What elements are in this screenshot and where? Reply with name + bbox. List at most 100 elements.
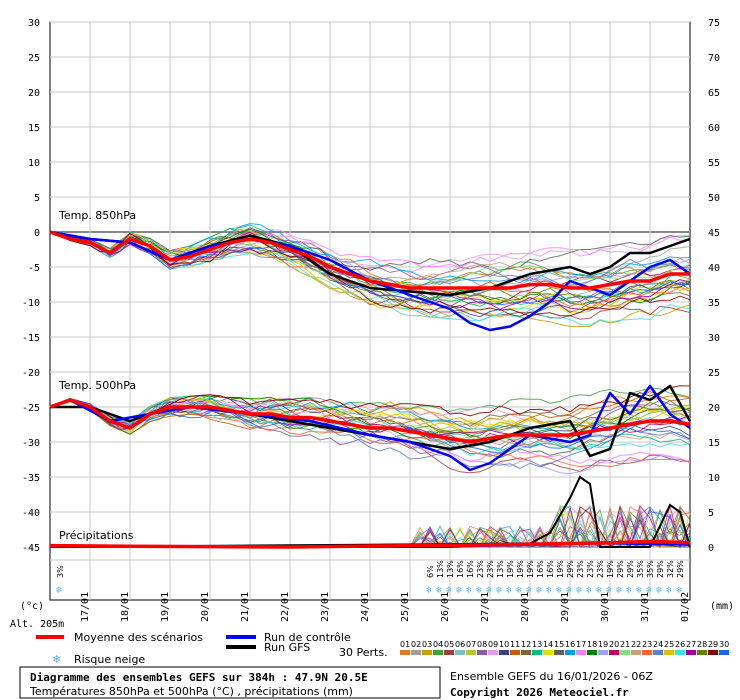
pert-swatch-04 xyxy=(433,650,443,655)
snow-risk-pct: 19% xyxy=(526,560,535,578)
snow-risk-pct: 32% xyxy=(666,560,675,578)
pert-number-01: 01 xyxy=(400,640,410,649)
footer-title: Diagramme des ensembles GEFS sur 384h : … xyxy=(30,671,368,684)
pert-swatch-24 xyxy=(653,650,663,655)
snowflake-icon: ❄ xyxy=(566,585,573,596)
footer-subtitle: Températures 850hPa et 500hPa (°C) , pré… xyxy=(29,685,353,698)
left-tick-label: 5 xyxy=(34,193,40,204)
snow-risk-pct: 6% xyxy=(426,565,435,578)
snow-risk-pct: 35% xyxy=(646,560,655,578)
date-ticks: 17/01 18/01 19/01 20/01 21/01 22/01 23/01 24/01… xyxy=(80,592,691,622)
snowflake-icon: ❄ xyxy=(466,585,473,596)
right-tick-label: 65 xyxy=(708,88,720,99)
pert-number-21: 21 xyxy=(620,640,630,649)
snow-risk-pct: 16% xyxy=(466,560,475,578)
snowflake-icon: ❄ xyxy=(676,585,683,596)
pert-number-16: 16 xyxy=(565,640,575,649)
pert-swatch-03 xyxy=(422,650,432,655)
snow-risk-pct: 19% xyxy=(506,560,515,578)
pert-number-29: 29 xyxy=(708,640,718,649)
pert-number-19: 19 xyxy=(598,640,608,649)
left-unit: (°c) xyxy=(20,601,44,612)
snow-risk-pct: 19% xyxy=(516,560,525,578)
main-series xyxy=(49,230,692,549)
pert-legend: 01 02 03 04 05 06 07 08 09 10 11 12 13 14 15 16 17 18 19 20… xyxy=(400,640,729,655)
footer-run: Ensemble GEFS du 16/01/2026 - 06Z xyxy=(450,670,653,683)
pert-number-18: 18 xyxy=(587,640,597,649)
right-unit: (mm) xyxy=(710,601,734,612)
left-tick-label: -30 xyxy=(22,438,40,449)
legend-snow-label: Risque neige xyxy=(74,653,145,666)
date-tick-label: 23/01 xyxy=(320,592,331,622)
pert-number-20: 20 xyxy=(609,640,619,649)
pert-number-08: 08 xyxy=(477,640,487,649)
pert-number-06: 06 xyxy=(455,640,465,649)
pert-number-14: 14 xyxy=(543,640,553,649)
left-tick-label: -25 xyxy=(22,403,40,414)
snowflake-icon: ❄ xyxy=(53,652,60,666)
legend-mean-label: Moyenne des scénarios xyxy=(74,631,203,644)
left-tick-label: -10 xyxy=(22,298,40,309)
pert-swatch-28 xyxy=(697,650,707,655)
snow-risk-pct: 16% xyxy=(536,560,545,578)
snow-risk-pct: 23% xyxy=(486,560,495,578)
snow-risk-pct: 13% xyxy=(496,560,505,578)
snowflake-icon: ❄ xyxy=(506,585,513,596)
pert-number-22: 22 xyxy=(631,640,641,649)
pert-swatch-25 xyxy=(664,650,674,655)
left-tick-label: 0 xyxy=(34,228,40,239)
pert-swatch-29 xyxy=(708,650,718,655)
snow-risk-pct: 16% xyxy=(546,560,555,578)
legend-control-label: Run de contrôle xyxy=(264,631,351,644)
snowflake-icon: ❄ xyxy=(56,585,63,596)
pert-swatch-18 xyxy=(587,650,597,655)
snow-risk-pct: 23% xyxy=(476,560,485,578)
snowflake-icon: ❄ xyxy=(636,585,643,596)
mean-t500-line xyxy=(49,398,691,444)
left-tick-label: 30 xyxy=(28,18,40,29)
altitude-label: Alt. 205m xyxy=(10,619,64,630)
pert-number-24: 24 xyxy=(653,640,663,649)
snowflake-icon: ❄ xyxy=(666,585,673,596)
snow-risk-pct: 23% xyxy=(596,560,605,578)
snow-risk-pct: 23% xyxy=(576,560,585,578)
pert-number-23: 23 xyxy=(642,640,652,649)
pert-number-02: 02 xyxy=(411,640,421,649)
snowflake-icon: ❄ xyxy=(456,585,463,596)
snowflake-icon: ❄ xyxy=(556,585,563,596)
right-tick-label: 40 xyxy=(708,263,720,274)
snowflake-icon: ❄ xyxy=(526,585,533,596)
snow-risk-pct: 13% xyxy=(446,560,455,578)
pert-number-30: 30 xyxy=(719,640,729,649)
snowflake-icon: ❄ xyxy=(436,585,443,596)
date-tick-label: 25/01 xyxy=(400,592,411,622)
pert-number-07: 07 xyxy=(466,640,476,649)
snowflake-icon: ❄ xyxy=(576,585,583,596)
right-tick-label: 0 xyxy=(708,543,714,554)
right-tick-label: 10 xyxy=(708,473,720,484)
pert-number-05: 05 xyxy=(444,640,454,649)
legend-gfs-label: Run GFS xyxy=(264,641,310,654)
right-tick-label: 45 xyxy=(708,228,720,239)
pert-line-30-t850 xyxy=(49,231,691,306)
pert-number-27: 27 xyxy=(686,640,696,649)
left-tick-label: -40 xyxy=(22,508,40,519)
pert-swatch-01 xyxy=(400,650,410,655)
t850-label: Temp. 850hPa xyxy=(58,209,136,222)
pert-line-23-t500 xyxy=(49,400,691,468)
t500-label: Temp. 500hPa xyxy=(58,379,136,392)
snowflake-icon: ❄ xyxy=(486,585,493,596)
left-tick-label: -35 xyxy=(22,473,40,484)
right-tick-label: 35 xyxy=(708,298,720,309)
gfs-precip-line xyxy=(49,475,691,548)
left-tick-label: -15 xyxy=(22,333,40,344)
pert-number-25: 25 xyxy=(664,640,674,649)
right-tick-label: 15 xyxy=(708,438,720,449)
pert-swatch-14 xyxy=(543,650,553,655)
pert-swatch-30 xyxy=(719,650,729,655)
snow-risk-pct: 19% xyxy=(606,560,615,578)
pert-swatch-22 xyxy=(631,650,641,655)
right-tick-label: 20 xyxy=(708,403,720,414)
pert-swatch-16 xyxy=(565,650,575,655)
